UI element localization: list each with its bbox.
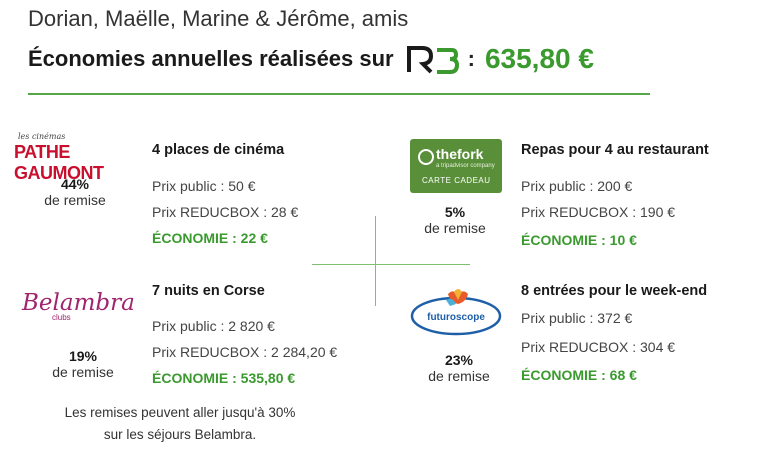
reducbox-price: Prix REDUCBOX : 190 €: [521, 204, 676, 220]
discount-pct: 23%: [444, 352, 474, 368]
thefork-logo-main: thefork: [436, 146, 484, 162]
discount-label: de remise: [52, 364, 114, 380]
thefork-logo-card: CARTE CADEAU: [422, 176, 491, 185]
savings-amount: 635,80 €: [484, 43, 594, 74]
saving-amount: ÉCONOMIE : 68 €: [521, 367, 637, 383]
discount-label: de remise: [44, 192, 106, 208]
public-price: Prix public : 372 €: [521, 310, 633, 326]
savings-label: Économies annuelles réalisées sur: [28, 46, 394, 71]
reducbox-price: Prix REDUCBOX : 2 284,20 €: [152, 344, 338, 360]
offer-title-futuroscope: 8 entrées pour le week-end: [521, 283, 708, 299]
saving-amount: ÉCONOMIE : 10 €: [521, 232, 637, 248]
discount-belambra: 19% de remise: [28, 348, 138, 380]
discount-thefork: 5% de remise: [400, 204, 510, 236]
saving-amount: ÉCONOMIE : 535,80 €: [152, 370, 296, 386]
thefork-logo: thefork a tripadvisor company CARTE CADE…: [410, 139, 502, 193]
discount-label: de remise: [424, 220, 486, 236]
futuroscope-logo-main: futuroscope: [427, 312, 485, 323]
header-names: Dorian, Maëlle, Marine & Jérôme, amis: [28, 6, 409, 31]
pathe-logo-main: PATHE GAUMONT: [14, 142, 104, 183]
thefork-logo-sub: a tripadvisor company: [436, 163, 495, 169]
discount-futuroscope: 23% de remise: [404, 352, 514, 384]
discount-pct: 5%: [444, 204, 466, 220]
offer-title-cinema: 4 places de cinéma: [152, 142, 285, 158]
public-price: Prix public : 200 €: [521, 178, 633, 194]
reducbox-price: Prix REDUCBOX : 28 €: [152, 204, 299, 220]
r3-logo: [406, 42, 460, 76]
fork-icon: [418, 149, 434, 165]
discount-label: de remise: [428, 368, 490, 384]
futuroscope-logo: futuroscope: [410, 286, 502, 338]
pathe-logo-top: les cinémas: [18, 132, 66, 141]
discount-pct: 19%: [68, 348, 98, 364]
note-line-2: sur les séjours Belambra.: [103, 427, 257, 442]
saving-amount: ÉCONOMIE : 22 €: [152, 230, 268, 246]
public-price: Prix public : 2 820 €: [152, 318, 275, 334]
reducbox-price: Prix REDUCBOX : 304 €: [521, 339, 676, 355]
belambra-note: Les remises peuvent aller jusqu'à 30% su…: [20, 402, 340, 446]
pathe-gaumont-logo: les cinémas PATHE GAUMONT: [14, 132, 142, 183]
public-price: Prix public : 50 €: [152, 178, 256, 194]
belambra-logo-main: Belambra: [22, 290, 135, 316]
savings-headline: Économies annuelles réalisées sur : 635,…: [28, 42, 594, 76]
offer-title-corse: 7 nuits en Corse: [152, 283, 265, 299]
divider: [28, 93, 650, 95]
belambra-logo: Belambra clubs: [22, 290, 135, 334]
cross-divider-vertical: [375, 216, 376, 306]
cross-divider-horizontal: [312, 264, 470, 265]
note-line-1: Les remises peuvent aller jusqu'à 30%: [64, 405, 296, 420]
discount-pathe: 44% de remise: [20, 176, 130, 208]
offer-title-restaurant: Repas pour 4 au restaurant: [521, 142, 709, 158]
discount-pct: 44%: [60, 176, 90, 192]
futuroscope-emblem-icon: [410, 289, 502, 336]
belambra-logo-sub: clubs: [52, 313, 71, 322]
colon: :: [467, 46, 475, 71]
